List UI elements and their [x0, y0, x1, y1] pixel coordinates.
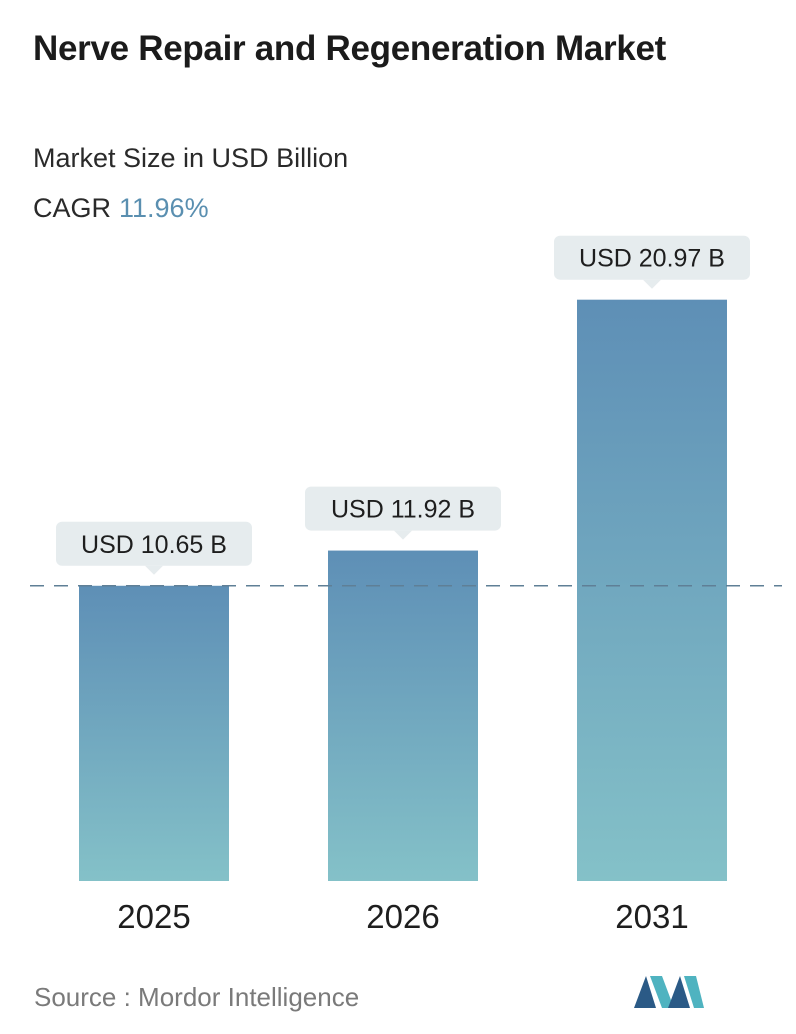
value-label-bubble: USD 11.92 B — [305, 486, 501, 540]
x-tick-label: 2025 — [117, 898, 190, 935]
value-label-bubble: USD 20.97 B — [554, 235, 750, 289]
cagr-line: CAGR 11.96% — [33, 190, 209, 226]
x-tick-label: 2026 — [366, 898, 439, 935]
source-text: Source : Mordor Intelligence — [34, 982, 360, 1012]
chart-subtitle: Market Size in USD Billion — [33, 143, 349, 173]
chart-title: Nerve Repair and Regeneration Market — [33, 29, 667, 68]
bar-2025 — [79, 585, 229, 881]
value-label-bubble: USD 10.65 B — [56, 521, 252, 575]
value-label: USD 20.97 B — [579, 245, 725, 273]
x-tick-label: 2031 — [615, 898, 688, 935]
value-label: USD 11.92 B — [331, 496, 475, 524]
bar-2031 — [577, 299, 727, 881]
cagr-label: CAGR — [33, 193, 112, 223]
cagr-value: 11.96% — [119, 193, 209, 223]
bar-2026 — [328, 550, 478, 881]
value-label: USD 10.65 B — [81, 531, 227, 559]
mordor-intelligence-logo — [634, 976, 704, 1008]
